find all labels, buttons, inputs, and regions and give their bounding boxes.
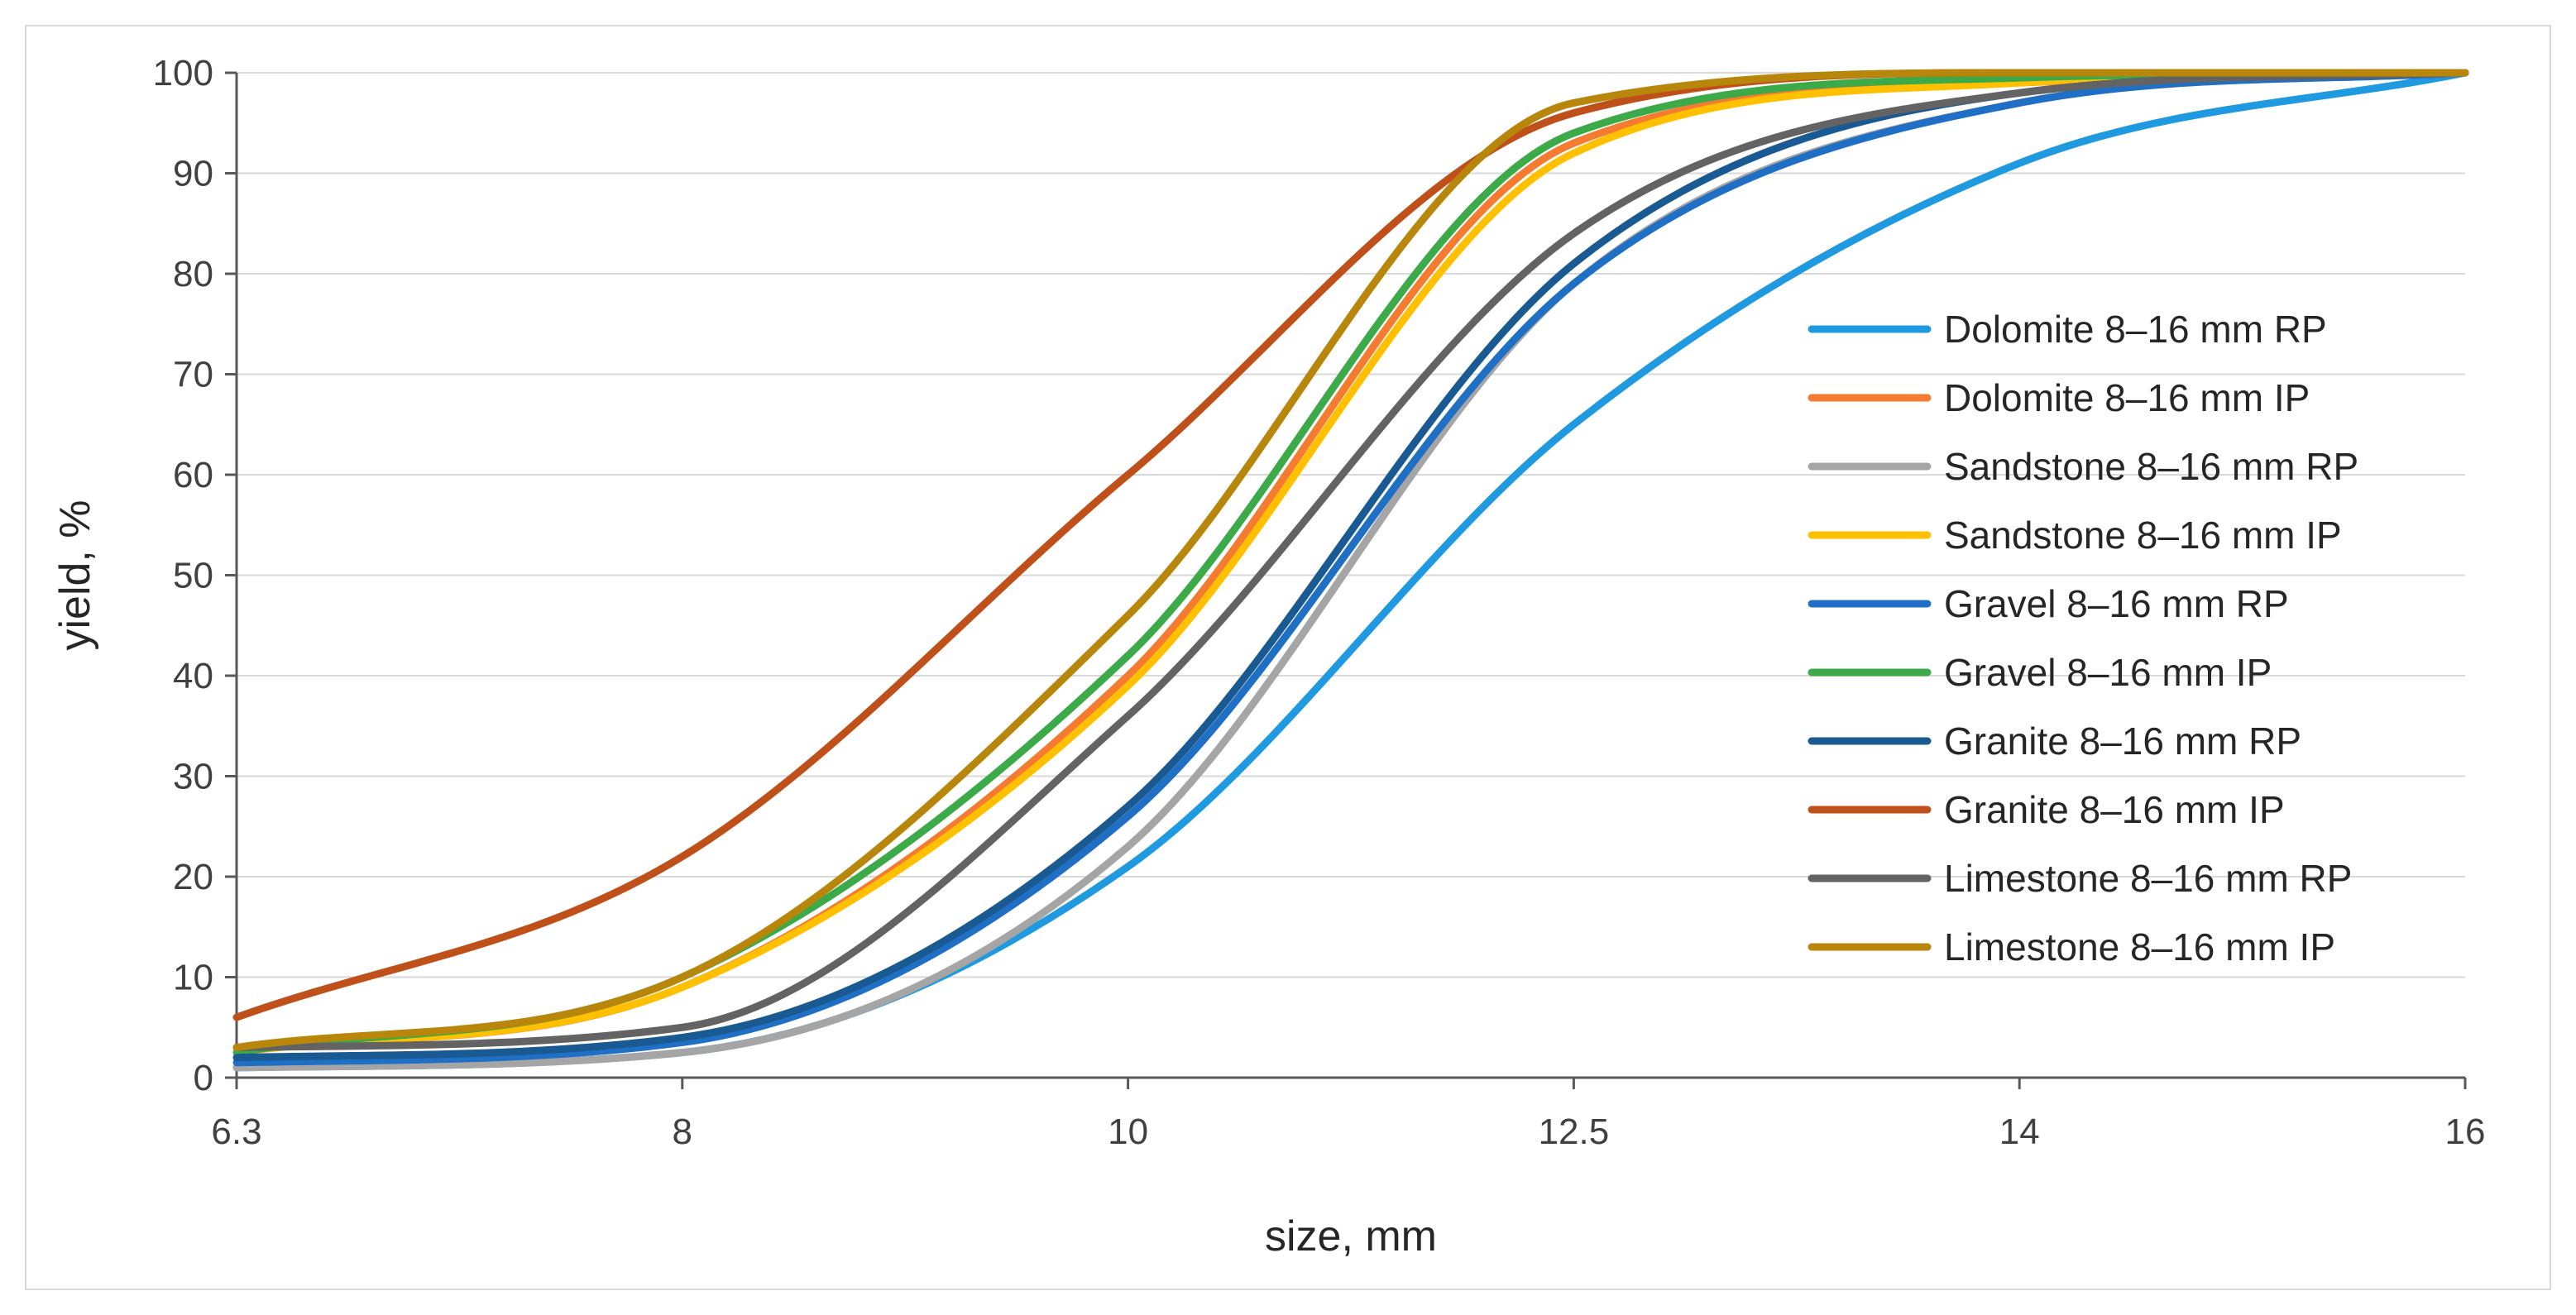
- grid-lines: [237, 72, 2465, 978]
- legend-label: Limestone 8–16 mm RP: [1944, 857, 2352, 900]
- series-line-3: [232, 69, 2469, 1057]
- x-tick-label: 6.3: [211, 1112, 261, 1152]
- x-tick-label: 14: [1999, 1112, 2040, 1152]
- legend-label: Granite 8–16 mm IP: [1944, 788, 2285, 831]
- legend-label: Dolomite 8–16 mm RP: [1944, 308, 2327, 351]
- x-axis-title: size, mm: [1265, 1212, 1437, 1260]
- series-line-4: [232, 69, 2469, 1067]
- legend-label: Sandstone 8–16 mm IP: [1944, 514, 2342, 557]
- y-tick-label: 60: [173, 455, 213, 495]
- y-tick-label: 90: [173, 154, 213, 194]
- series-lines: [232, 69, 2469, 1072]
- legend-label: Granite 8–16 mm RP: [1944, 720, 2301, 763]
- series-line-8: [232, 69, 2469, 1052]
- y-tick-label: 30: [173, 757, 213, 797]
- legend-label: Gravel 8–16 mm RP: [1944, 582, 2289, 625]
- y-axis-title: yield, %: [51, 500, 99, 650]
- series-line-2: [232, 69, 2469, 1072]
- y-tick-label: 70: [173, 355, 213, 395]
- y-tick-label: 0: [194, 1058, 213, 1098]
- series-line-9: [232, 69, 2469, 1052]
- legend-label: Gravel 8–16 mm IP: [1944, 651, 2272, 694]
- axes: 0 10 20 30 40 50 60 70 80 90 100 6.3 8 10 12.5 14 16: [153, 53, 2486, 1152]
- y-tick-label: 80: [173, 254, 213, 294]
- x-tick-label: 16: [2445, 1112, 2486, 1152]
- y-tick-label: 20: [173, 857, 213, 897]
- x-tick-label: 12.5: [1539, 1112, 1610, 1152]
- y-tick-label: 40: [173, 656, 213, 696]
- y-tick-label: 10: [173, 958, 213, 998]
- x-tick-label: 10: [1108, 1112, 1148, 1152]
- y-tick-label: 50: [173, 556, 213, 596]
- y-tick-label: 100: [153, 53, 213, 93]
- legend: Dolomite 8–16 mm RP Dolomite 8–16 mm IP Sa…: [1808, 308, 2358, 968]
- legend-label: Dolomite 8–16 mm IP: [1944, 376, 2310, 419]
- legend-label: Limestone 8–16 mm IP: [1944, 925, 2335, 968]
- x-tick-label: 8: [673, 1112, 692, 1152]
- legend-label: Sandstone 8–16 mm RP: [1944, 445, 2358, 488]
